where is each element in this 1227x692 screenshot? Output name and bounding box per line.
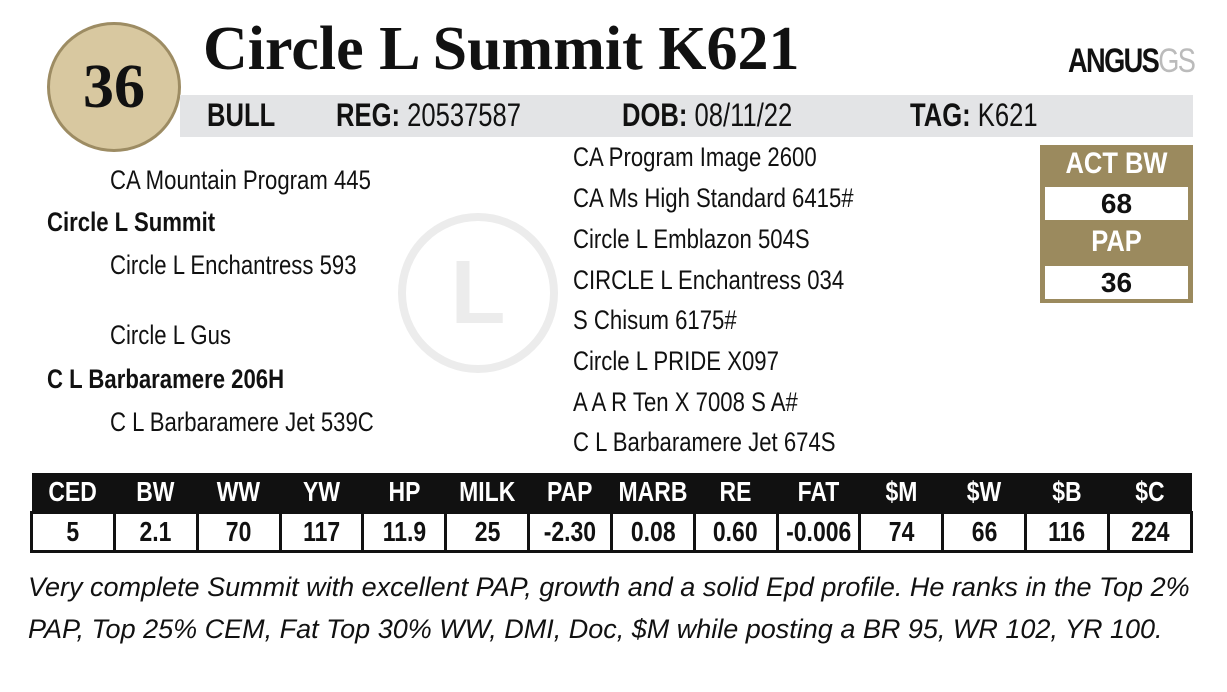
epd-value: 5	[30, 511, 116, 553]
angus-gs-logo: ANGUSGS	[1068, 42, 1196, 81]
epd-value-row: 5 2.1 70 117 11.9 25 -2.30 0.08 0.60 -0.006 74 66 11…	[30, 511, 1194, 553]
epd-header-hp: HP	[362, 473, 446, 513]
tag: TAG: K621	[910, 97, 1038, 133]
pedigree-right-1: CA Ms High Standard 6415#	[573, 183, 854, 213]
epd-header-pap: PAP	[528, 473, 612, 513]
epd-header-dollar-c: $C	[1108, 473, 1192, 513]
pedigree-right-6: A A R Ten X 7008 S A#	[573, 387, 798, 417]
pedigree-right-7: C L Barbaramere Jet 674S	[573, 427, 836, 457]
sire-sire: CA Mountain Program 445	[110, 165, 371, 195]
watermark-logo: L	[398, 213, 558, 373]
epd-header-dollar-b: $B	[1025, 473, 1109, 513]
stats-box: ACT BW 68 PAP 36	[1040, 145, 1193, 303]
pedigree-right-5: Circle L PRIDE X097	[573, 346, 779, 376]
logo-suffix: GS	[1158, 42, 1196, 80]
pap-label: PAP	[1091, 225, 1142, 258]
epd-header-dollar-w: $W	[942, 473, 1026, 513]
sex: BULL	[207, 97, 276, 133]
epd-value: 2.1	[112, 511, 199, 553]
epd-header-re: RE	[694, 473, 778, 513]
epd-value: -0.006	[775, 511, 862, 553]
dam-sire: Circle L Gus	[110, 320, 231, 350]
epd-value: 74	[858, 511, 945, 553]
epd-header-dollar-m: $M	[859, 473, 943, 513]
epd-header-ced: CED	[31, 473, 115, 513]
pedigree-right-2: Circle L Emblazon 504S	[573, 224, 810, 254]
pedigree-right-0: CA Program Image 2600	[573, 142, 817, 172]
info-bar: BULL REG: 20537587 DOB: 08/11/22 TAG: K6…	[180, 95, 1193, 137]
epd-header-marb: MARB	[611, 473, 695, 513]
epd-value: 11.9	[361, 511, 448, 553]
description: Very complete Summit with excellent PAP,…	[28, 572, 1190, 644]
dam: C L Barbaramere 206H	[47, 364, 285, 394]
epd-header-fat: FAT	[777, 473, 860, 513]
epd-value: 25	[444, 511, 531, 553]
animal-name: Circle L Summit K621	[203, 15, 800, 83]
epd-value: 224	[1106, 511, 1194, 553]
dob: DOB: 08/11/22	[622, 97, 793, 133]
epd-value: 0.60	[692, 511, 779, 553]
logo-main: ANGUS	[1068, 42, 1160, 80]
epd-value: 117	[278, 511, 365, 553]
epd-header-row: CED BW WW YW HP MILK PAP MARB RE FAT $M $W $B $C	[31, 473, 1192, 513]
act-bw-label: ACT BW	[1065, 147, 1168, 180]
registration: REG: 20537587	[336, 97, 522, 133]
pedigree-right-3: CIRCLE L Enchantress 034	[573, 265, 845, 295]
epd-table: CED BW WW YW HP MILK PAP MARB RE FAT $M $W $B $C 5 2.1…	[30, 473, 1194, 553]
epd-value: -2.30	[527, 511, 613, 553]
epd-header-yw: YW	[280, 473, 363, 513]
pap-value: 36	[1045, 266, 1188, 299]
sire: Circle L Summit	[47, 207, 216, 237]
pedigree-right-4: S Chisum 6175#	[573, 305, 737, 335]
epd-value: 116	[1024, 511, 1110, 553]
sire-dam: Circle L Enchantress 593	[110, 250, 357, 280]
epd-value: 0.08	[609, 511, 696, 553]
epd-value: 70	[195, 511, 282, 553]
lot-number-badge: 36	[47, 22, 181, 152]
epd-value: 66	[941, 511, 1028, 553]
epd-header-bw: BW	[114, 473, 198, 513]
epd-header-ww: WW	[197, 473, 281, 513]
epd-header-milk: MILK	[445, 473, 529, 513]
dam-dam: C L Barbaramere Jet 539C	[110, 407, 374, 437]
act-bw-value: 68	[1045, 187, 1188, 220]
